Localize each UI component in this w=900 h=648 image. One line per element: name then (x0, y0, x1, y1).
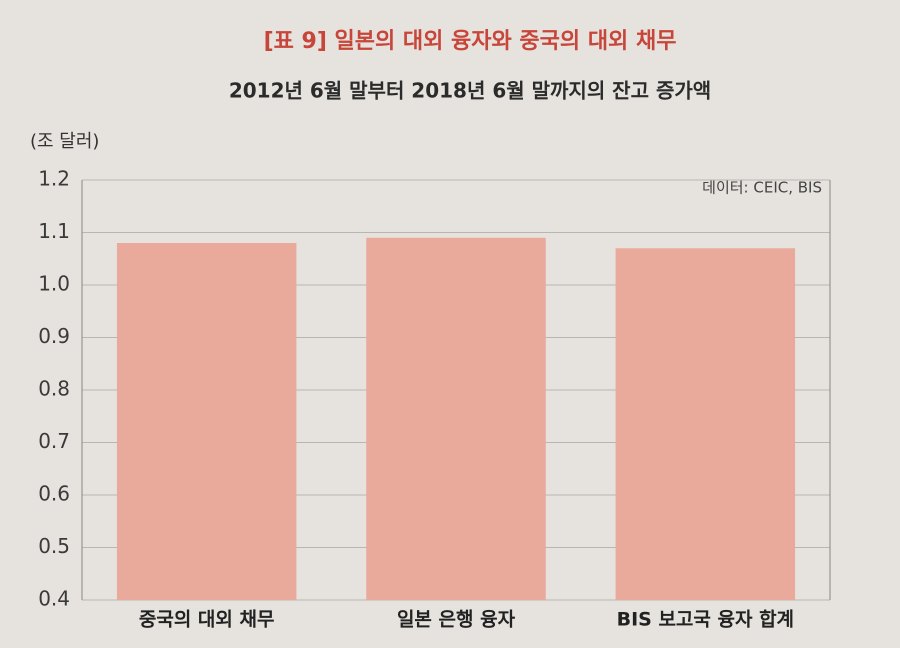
bar (366, 237, 546, 600)
bar (116, 243, 297, 600)
x-tick-label: 일본 은행 융자 (397, 609, 516, 631)
source-note: 데이터: CEIC, BIS (702, 179, 822, 197)
y-tick-label: 0.5 (38, 534, 70, 558)
y-tick-label: 0.9 (38, 324, 70, 348)
y-tick-label: 1.2 (38, 167, 70, 191)
y-tick-label: 1.0 (38, 272, 70, 296)
y-tick-label: 0.7 (38, 429, 70, 453)
y-tick-label: 0.8 (38, 377, 70, 401)
y-tick-label: 0.4 (38, 587, 70, 611)
y-tick-label: 0.6 (38, 482, 70, 506)
x-tick-label: BIS 보고국 융자 합계 (617, 609, 794, 631)
x-tick-label: 중국의 대외 채무 (139, 609, 275, 631)
y-axis-unit: (조 달러) (30, 131, 99, 152)
bar (615, 248, 796, 600)
y-tick-label: 1.1 (38, 219, 70, 243)
chart-subtitle: 2012년 6월 말부터 2018년 6월 말까지의 잔고 증가액 (229, 79, 711, 103)
chart-title: [표 9] 일본의 대외 융자와 중국의 대외 채무 (264, 29, 677, 54)
